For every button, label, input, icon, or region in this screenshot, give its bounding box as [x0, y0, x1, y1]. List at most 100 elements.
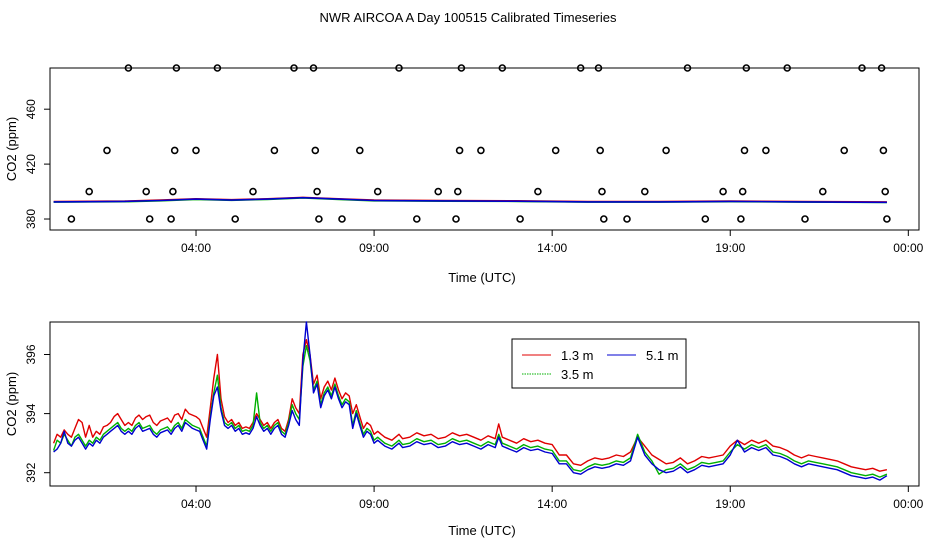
legend-label-3-5m: 3.5 m [561, 367, 594, 382]
legend-box [511, 338, 687, 389]
scatter-point [290, 64, 298, 72]
scatter-point [683, 64, 692, 72]
bottom-y-tick-label: 394 [24, 403, 38, 423]
scatter-point [740, 146, 749, 155]
top-y-axis: 380 420 460 [24, 99, 50, 229]
scatter-point [881, 187, 890, 196]
scatter-point [598, 187, 606, 196]
scatter-point [457, 64, 466, 72]
scatter-point [311, 146, 320, 155]
scatter-point [395, 64, 403, 72]
scatter-point [516, 215, 524, 223]
scatter-point [192, 146, 200, 155]
scatter-point [783, 64, 792, 72]
scatter-point [534, 187, 542, 196]
scatter-point [883, 215, 891, 223]
scatter-point [167, 215, 175, 223]
scatter-point [85, 187, 93, 196]
scatter-point [640, 187, 649, 196]
scatter-point [576, 64, 585, 72]
scatter-point [213, 64, 222, 72]
scatter-point [124, 64, 133, 72]
scatter-point [249, 187, 257, 196]
bottom-y-axis-label: CO2 (ppm) [4, 372, 19, 436]
bottom-y-tick-label: 396 [24, 344, 38, 364]
scatter-point [67, 215, 76, 223]
top-y-tick-label: 380 [24, 209, 38, 229]
scatter-point [452, 215, 460, 223]
scatter-point [309, 64, 318, 72]
bottom-y-axis: 392 394 396 [24, 344, 50, 483]
scatter-point [599, 215, 608, 223]
scatter-point [434, 187, 443, 196]
legend: 1.3 m 3.5 m 5.1 m [511, 338, 687, 389]
legend-label-5-1m: 5.1 m [646, 348, 679, 363]
scatter-point [103, 146, 111, 155]
scatter-point [498, 64, 507, 72]
series-line-3-5-m [52, 344, 888, 478]
bottom-plot-frame [49, 321, 920, 487]
top-x-axis: 04:00 09:00 14:00 19:00 00:00 [181, 230, 924, 255]
top-y-tick-label: 420 [24, 154, 38, 174]
scatter-point [662, 146, 670, 155]
scatter-point [858, 64, 866, 72]
scatter-point [270, 146, 279, 155]
bottom-x-axis: 04:00 09:00 14:00 19:00 00:00 [181, 486, 924, 511]
bottom-x-axis-label: Time (UTC) [448, 523, 515, 538]
bottom-x-tick-label: 09:00 [359, 497, 389, 511]
scatter-point [877, 64, 886, 72]
top-x-tick-label: 14:00 [537, 241, 567, 255]
scatter-point [594, 64, 603, 72]
top-y-axis-label: CO2 (ppm) [4, 117, 19, 181]
bottom-x-tick-label: 00:00 [893, 497, 923, 511]
top-plot-frame [49, 67, 920, 231]
scatter-point [738, 187, 747, 196]
series-line-1-3-m [52, 339, 888, 472]
scatter-point [145, 215, 154, 223]
bottom-x-tick-label: 19:00 [715, 497, 745, 511]
top-x-tick-label: 19:00 [715, 241, 745, 255]
bottom-y-tick-label: 392 [24, 462, 38, 482]
scatter-point [338, 215, 346, 223]
legend-label-1-3m: 1.3 m [561, 348, 594, 363]
series-line-5-1-m [53, 321, 888, 481]
top-x-tick-label: 09:00 [359, 241, 389, 255]
top-y-tick-label: 460 [24, 99, 38, 119]
scatter-point [313, 187, 321, 196]
scatter-point [623, 215, 631, 223]
scatter-point [551, 146, 560, 155]
scatter-point [355, 146, 364, 155]
scatter-point [762, 146, 770, 155]
top-x-axis-label: Time (UTC) [448, 270, 515, 285]
chart-title: NWR AIRCOA A Day 100515 Calibrated Times… [320, 10, 617, 25]
scatter-point [737, 215, 745, 223]
scatter-point [596, 146, 605, 155]
scatter-point [719, 187, 727, 196]
scatter-point [455, 146, 464, 155]
scatter-point [169, 187, 177, 196]
scatter-point [142, 187, 150, 196]
scatter-point [742, 64, 751, 72]
top-series-lines [53, 196, 887, 204]
scatter-point [801, 215, 809, 223]
scatter-point [701, 215, 710, 223]
scatter-point [477, 146, 485, 155]
top-trace-5-1-m [53, 196, 887, 204]
bottom-x-tick-label: 14:00 [537, 497, 567, 511]
scatter-point [840, 146, 849, 155]
top-scatter-points [67, 64, 891, 223]
bottom-x-tick-label: 04:00 [181, 497, 211, 511]
bottom-series-lines [52, 321, 888, 481]
scatter-point [231, 215, 239, 223]
top-x-tick-label: 04:00 [181, 241, 211, 255]
scatter-point [818, 187, 827, 196]
scatter-point [373, 187, 382, 196]
scatter-point [315, 215, 323, 223]
scatter-point [879, 146, 888, 155]
scatter-point [172, 64, 181, 72]
scatter-point [453, 187, 462, 196]
top-x-tick-label: 00:00 [893, 241, 923, 255]
scatter-point [412, 215, 421, 223]
